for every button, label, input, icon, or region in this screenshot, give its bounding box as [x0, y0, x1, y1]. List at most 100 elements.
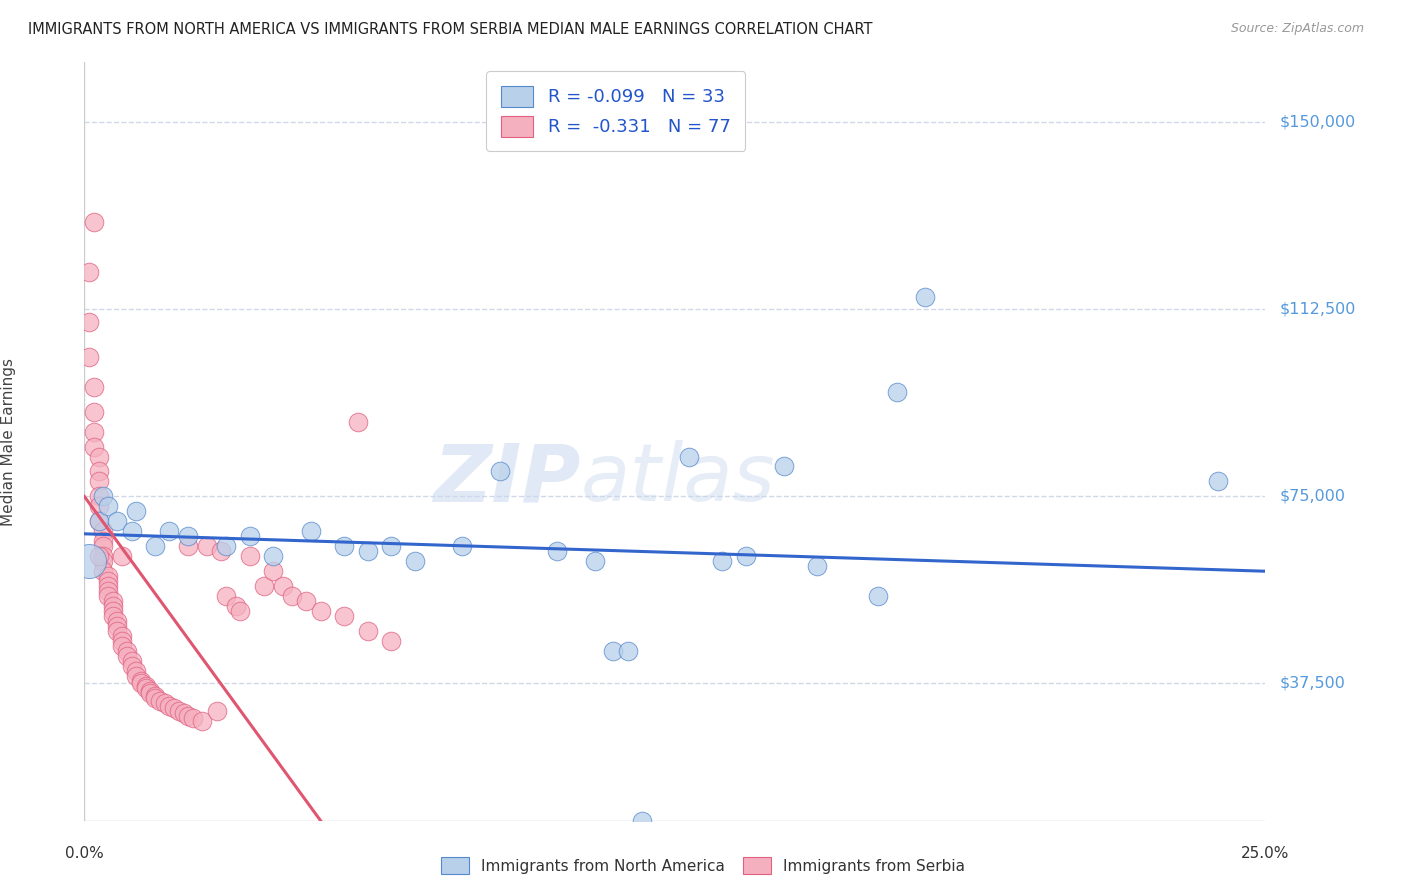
- Point: [91, 554, 114, 568]
- Point: [91, 564, 114, 578]
- Text: atlas: atlas: [581, 441, 775, 518]
- Point: [139, 686, 162, 700]
- Point: [1206, 475, 1229, 489]
- Point: [111, 629, 134, 643]
- Point: [107, 619, 129, 633]
- Point: [83, 440, 105, 454]
- Point: [357, 624, 380, 639]
- Point: [87, 450, 110, 464]
- Point: [87, 465, 110, 479]
- Point: [83, 215, 105, 229]
- Point: [262, 549, 284, 564]
- Point: [91, 490, 114, 504]
- Point: [177, 709, 200, 723]
- Point: [87, 475, 110, 489]
- Point: [149, 694, 172, 708]
- Point: [173, 706, 195, 721]
- Point: [177, 529, 200, 543]
- Point: [404, 554, 426, 568]
- Point: [191, 714, 214, 728]
- Point: [101, 604, 124, 618]
- Text: $112,500: $112,500: [1279, 301, 1355, 317]
- Point: [262, 564, 284, 578]
- Text: Source: ZipAtlas.com: Source: ZipAtlas.com: [1230, 22, 1364, 36]
- Legend: Immigrants from North America, Immigrants from Serbia: Immigrants from North America, Immigrant…: [434, 851, 972, 880]
- Text: 0.0%: 0.0%: [65, 846, 104, 861]
- Point: [125, 669, 148, 683]
- Point: [87, 549, 110, 564]
- Point: [333, 609, 356, 624]
- Point: [167, 704, 190, 718]
- Point: [602, 644, 624, 658]
- Point: [229, 604, 252, 618]
- Text: $75,000: $75,000: [1279, 489, 1346, 504]
- Point: [380, 539, 402, 553]
- Point: [83, 404, 105, 418]
- Point: [281, 589, 304, 603]
- Point: [546, 544, 568, 558]
- Point: [97, 500, 120, 514]
- Point: [239, 529, 262, 543]
- Text: ZIP: ZIP: [433, 441, 581, 518]
- Point: [91, 534, 114, 549]
- Point: [205, 704, 228, 718]
- Point: [157, 698, 180, 713]
- Point: [83, 379, 105, 393]
- Point: [309, 604, 332, 618]
- Point: [129, 673, 152, 688]
- Point: [111, 549, 134, 564]
- Point: [616, 644, 638, 658]
- Point: [129, 676, 152, 690]
- Point: [101, 594, 124, 608]
- Point: [77, 265, 100, 279]
- Text: Median Male Earnings: Median Male Earnings: [1, 358, 17, 525]
- Point: [347, 415, 370, 429]
- Point: [772, 459, 794, 474]
- Point: [215, 539, 238, 553]
- Point: [380, 634, 402, 648]
- Point: [225, 599, 247, 614]
- Point: [135, 681, 157, 696]
- Point: [143, 691, 166, 706]
- Point: [209, 544, 232, 558]
- Text: 25.0%: 25.0%: [1241, 846, 1289, 861]
- Point: [121, 654, 143, 668]
- Point: [357, 544, 380, 558]
- Point: [97, 589, 120, 603]
- Point: [163, 701, 186, 715]
- Point: [101, 599, 124, 614]
- Point: [87, 514, 110, 528]
- Point: [121, 659, 143, 673]
- Point: [125, 504, 148, 518]
- Point: [87, 514, 110, 528]
- Point: [181, 711, 204, 725]
- Point: [451, 539, 474, 553]
- Point: [143, 689, 166, 703]
- Point: [97, 574, 120, 589]
- Point: [77, 554, 100, 568]
- Point: [295, 594, 318, 608]
- Point: [271, 579, 294, 593]
- Point: [121, 524, 143, 539]
- Point: [111, 634, 134, 648]
- Point: [489, 465, 512, 479]
- Point: [914, 290, 936, 304]
- Point: [97, 569, 120, 583]
- Point: [91, 539, 114, 553]
- Point: [91, 549, 114, 564]
- Point: [77, 350, 100, 364]
- Point: [115, 644, 138, 658]
- Legend: R = -0.099   N = 33, R =  -0.331   N = 77: R = -0.099 N = 33, R = -0.331 N = 77: [486, 71, 745, 151]
- Point: [125, 664, 148, 678]
- Point: [253, 579, 276, 593]
- Point: [101, 609, 124, 624]
- Text: $150,000: $150,000: [1279, 115, 1355, 130]
- Point: [866, 589, 889, 603]
- Point: [215, 589, 238, 603]
- Point: [77, 315, 100, 329]
- Point: [678, 450, 700, 464]
- Point: [97, 579, 120, 593]
- Point: [299, 524, 322, 539]
- Point: [153, 697, 176, 711]
- Point: [97, 584, 120, 599]
